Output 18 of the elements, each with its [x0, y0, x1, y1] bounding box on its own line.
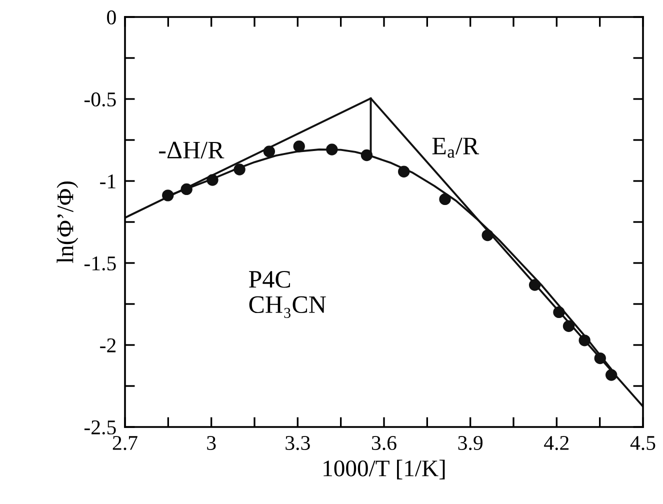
annotation: E$_{a}$/R — [432, 138, 480, 158]
y-axis-title: ln(Φ’/Φ) — [56, 182, 78, 264]
x-tick-label: 3.9 — [458, 436, 482, 450]
y-tick-label: -1.5 — [84, 256, 116, 271]
x-tick-label: 4.2 — [544, 436, 569, 450]
x-tick-label: 2.7 — [112, 436, 138, 450]
annotation: -ΔH/R — [159, 142, 224, 159]
y-tick-label: -2.5 — [84, 420, 116, 435]
x-tick-label: 4.5 — [630, 436, 656, 450]
x-axis-title: 1000/T [1/K] — [324, 460, 445, 480]
x-tick-label: 3.3 — [286, 436, 310, 450]
y-tick-label: -0.5 — [84, 92, 116, 107]
annotation: P4C CH₃CN — [249, 270, 326, 318]
x-tick-label: 3.6 — [372, 436, 396, 450]
y-tick-label: -1 — [100, 174, 116, 188]
y-tick-label: 0 — [107, 10, 116, 24]
y-tick-label: -2 — [100, 338, 116, 352]
x-tick-label: 3 — [207, 436, 216, 450]
